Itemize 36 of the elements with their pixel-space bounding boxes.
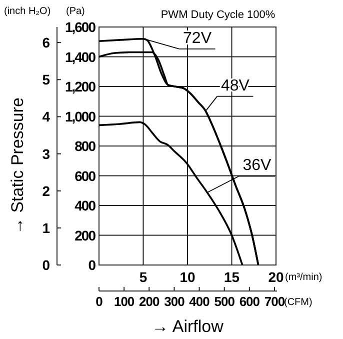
y2-tick-label: 1,400 [64, 48, 96, 65]
y2-tick-label: 600 [74, 168, 96, 184]
y-tick-label: 1 [42, 220, 50, 236]
y-tick-label: 5 [42, 72, 50, 88]
x2-tick-label: 500 [214, 294, 235, 309]
y2-tick-label: 1,200 [64, 78, 96, 94]
x2-tick-label: 0 [96, 294, 103, 309]
y2-tick-label: 800 [74, 138, 96, 154]
text: (m³/min) [285, 272, 322, 283]
x-tick-label: 15 [224, 269, 240, 285]
x2-tick-label: 300 [164, 294, 185, 309]
x-axis-title: → Airflow [152, 317, 224, 336]
y-tick-label: 4 [42, 108, 50, 125]
y2-axis-title: (Pa) [66, 6, 85, 17]
x-tick-label: 20 [268, 269, 284, 285]
text: 36V [242, 157, 272, 174]
y-tick-label: 0 [42, 257, 50, 273]
x2-tick-label: 100 [114, 294, 134, 309]
y-tick-label: 6 [42, 34, 50, 51]
x2-axis-title: (CFM) [284, 297, 312, 308]
y-tick-label: 3 [42, 146, 50, 162]
y-tick-label: 2 [42, 182, 50, 199]
x-tick-label: 5 [139, 269, 148, 285]
y2-tick-label: 400 [74, 198, 96, 214]
chart-title: PWM Duty Cycle 100% [160, 9, 276, 21]
y2-tick-label: 1,600 [64, 19, 96, 35]
x2-tick-label: 700 [264, 294, 285, 309]
x2-tick-label: 200 [139, 294, 160, 309]
y-axis-title: → Static Pressure [8, 98, 27, 234]
y2-tick-label: 200 [74, 227, 96, 244]
x2-tick-label: 400 [189, 294, 210, 309]
y2-tick-label: 1,000 [64, 108, 96, 124]
text: (inch H₂O) [4, 6, 51, 17]
x-tick-label: 10 [180, 269, 196, 285]
y2-tick-label: 0 [88, 257, 96, 273]
x2-tick-label: 600 [239, 294, 260, 309]
